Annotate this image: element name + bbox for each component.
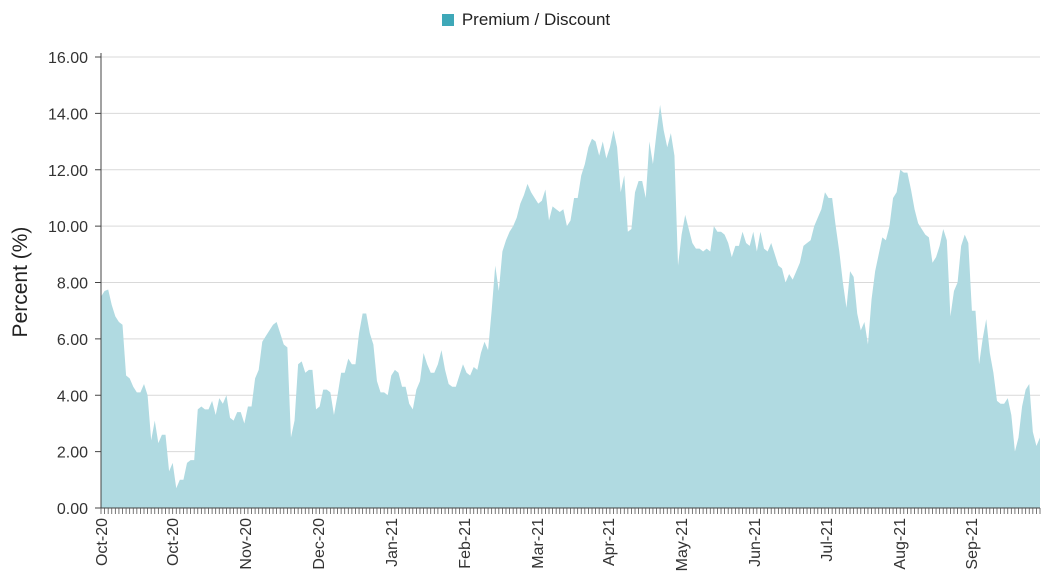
x-tick-label: Dec-20 [311, 518, 328, 570]
legend-label: Premium / Discount [461, 10, 611, 29]
x-tick-label: Oct-20 [94, 518, 111, 566]
y-axis-label: Percent (%) [9, 227, 32, 338]
y-tick-label: 6.00 [57, 332, 88, 349]
x-tick-label: Jun-21 [747, 518, 764, 567]
y-tick-label: 14.00 [48, 106, 88, 123]
y-tick-label: 8.00 [57, 276, 88, 293]
series-area-premium-discount[interactable] [101, 104, 1040, 509]
x-tick-label: Jul-21 [819, 518, 836, 562]
x-tick-label: Feb-21 [457, 518, 474, 569]
x-tick-label: May-21 [674, 518, 691, 571]
x-tick-label: Aug-21 [892, 518, 909, 570]
y-tick-label: 0.00 [57, 501, 88, 518]
legend-swatch-icon [441, 14, 454, 26]
x-tick-label: Oct-20 [165, 518, 182, 566]
legend[interactable]: Premium / Discount [0, 10, 1052, 30]
x-tick-label: Mar-21 [530, 518, 547, 569]
y-tick-label: 16.00 [48, 50, 88, 67]
x-tick-label: Nov-20 [238, 518, 255, 570]
x-tick-label: Apr-21 [601, 518, 618, 566]
y-tick-label: 10.00 [48, 219, 88, 236]
x-tick-label: Jan-21 [384, 518, 401, 567]
x-tick-label: Sep-21 [964, 518, 981, 570]
y-tick-label: 4.00 [57, 388, 88, 405]
y-tick-label: 2.00 [57, 445, 88, 462]
y-tick-label: 12.00 [48, 163, 88, 180]
